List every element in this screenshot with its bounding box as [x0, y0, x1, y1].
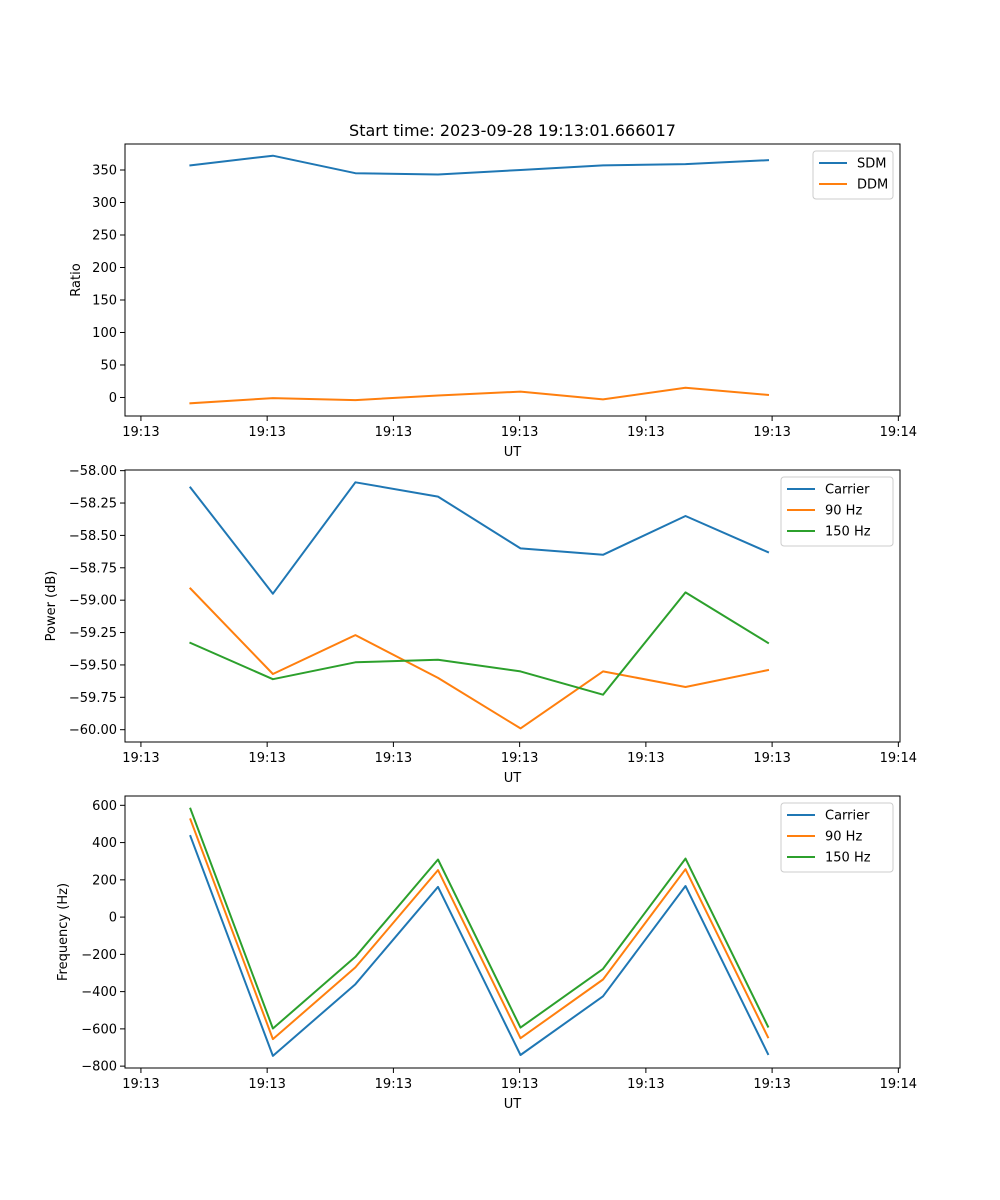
- y-tick-label: −59.00: [69, 594, 117, 609]
- legend-box: [780, 802, 894, 873]
- y-tick-label: 100: [92, 326, 117, 341]
- y-tick-label: 300: [92, 196, 117, 211]
- legend-box: [780, 476, 894, 547]
- y-tick-label: −59.75: [69, 691, 117, 706]
- y-tick-label: −58.25: [69, 497, 117, 512]
- x-tick-label: 19:13: [501, 425, 538, 440]
- y-tick-label: −200: [81, 948, 117, 963]
- series-line-carrier: [188, 481, 770, 595]
- x-tick-label: 19:14: [880, 1077, 917, 1092]
- chart-title: Start time: 2023-09-28 19:13:01.666017: [349, 121, 676, 140]
- x-tick-label: 19:13: [501, 751, 538, 766]
- series-line-90-hz: [188, 587, 770, 730]
- legend-label: Carrier: [825, 483, 870, 498]
- x-tick-label: 19:13: [753, 425, 790, 440]
- y-tick-label: 250: [92, 228, 117, 243]
- x-axis-label: UT: [504, 445, 522, 460]
- x-tick-label: 19:13: [122, 751, 159, 766]
- y-tick-label: 50: [100, 358, 117, 373]
- y-tick-label: −600: [81, 1022, 117, 1037]
- series-line-ddm: [189, 386, 770, 405]
- x-axis-label: UT: [504, 1097, 522, 1112]
- x-tick-label: 19:13: [122, 425, 159, 440]
- legend: Carrier 90 Hz 150 Hz: [780, 802, 894, 873]
- y-tick-label: −58.75: [69, 561, 117, 576]
- legend-label: SDM: [857, 157, 886, 172]
- x-tick-label: 19:13: [122, 1077, 159, 1092]
- y-axis-label: Ratio: [69, 263, 84, 296]
- y-tick-label: −59.50: [69, 658, 117, 673]
- x-tick-label: 19:13: [248, 751, 285, 766]
- y-tick-label: 200: [92, 873, 117, 888]
- x-tick-label: 19:13: [248, 425, 285, 440]
- legend: Carrier 90 Hz 150 Hz: [780, 476, 894, 547]
- series-line-150-hz: [189, 807, 770, 1030]
- x-tick-label: 19:13: [753, 751, 790, 766]
- y-tick-label: 200: [92, 261, 117, 276]
- plot-frame: [124, 469, 901, 743]
- y-tick-label: −58.00: [69, 464, 117, 479]
- x-tick-label: 19:13: [375, 1077, 412, 1092]
- y-tick-label: −58.50: [69, 529, 117, 544]
- y-tick-label: 350: [92, 163, 117, 178]
- y-tick-label: 150: [92, 293, 117, 308]
- y-axis-label: Frequency (Hz): [56, 883, 71, 981]
- x-tick-label: 19:14: [880, 425, 917, 440]
- x-tick-label: 19:13: [501, 1077, 538, 1092]
- y-tick-label: −400: [81, 985, 117, 1000]
- series-line-carrier: [189, 834, 770, 1057]
- y-tick-label: 400: [92, 836, 117, 851]
- legend-label: Carrier: [825, 809, 870, 824]
- y-tick-label: −800: [81, 1060, 117, 1075]
- series-line-90-hz: [189, 818, 770, 1041]
- y-tick-label: 0: [109, 391, 117, 406]
- y-axis-label: Power (dB): [44, 571, 59, 642]
- y-tick-label: −59.25: [69, 626, 117, 641]
- frequency-panel: UT Frequency (Hz) 19:13 19:13 19:13 19:13 19…: [56, 795, 917, 1112]
- y-tick-label: 600: [92, 799, 117, 814]
- legend-label: 90 Hz: [825, 504, 862, 519]
- x-axis-label: UT: [504, 771, 522, 786]
- legend-label: 150 Hz: [825, 851, 871, 866]
- x-tick-label: 19:13: [627, 425, 664, 440]
- power-panel: UT Power (dB) 19:13 19:13 19:13 19:13 19:13 1…: [44, 464, 917, 786]
- x-tick-label: 19:13: [753, 1077, 790, 1092]
- legend-label: DDM: [857, 178, 888, 193]
- ratio-panel: Start time: 2023-09-28 19:13:01.666017 U…: [69, 121, 917, 460]
- y-tick-label: −60.00: [69, 723, 117, 738]
- series-line-150-hz: [189, 591, 770, 696]
- legend-label: 150 Hz: [825, 525, 871, 540]
- legend: SDM DDM: [812, 150, 894, 200]
- x-tick-label: 19:13: [375, 751, 412, 766]
- x-tick-label: 19:13: [248, 1077, 285, 1092]
- y-tick-label: 0: [109, 911, 117, 926]
- x-tick-label: 19:13: [627, 751, 664, 766]
- plot-frame: [124, 143, 901, 417]
- plot-frame: [124, 795, 901, 1069]
- x-tick-label: 19:13: [627, 1077, 664, 1092]
- x-tick-label: 19:13: [375, 425, 412, 440]
- series-line-sdm: [189, 154, 770, 176]
- legend-label: 90 Hz: [825, 830, 862, 845]
- x-tick-label: 19:14: [880, 751, 917, 766]
